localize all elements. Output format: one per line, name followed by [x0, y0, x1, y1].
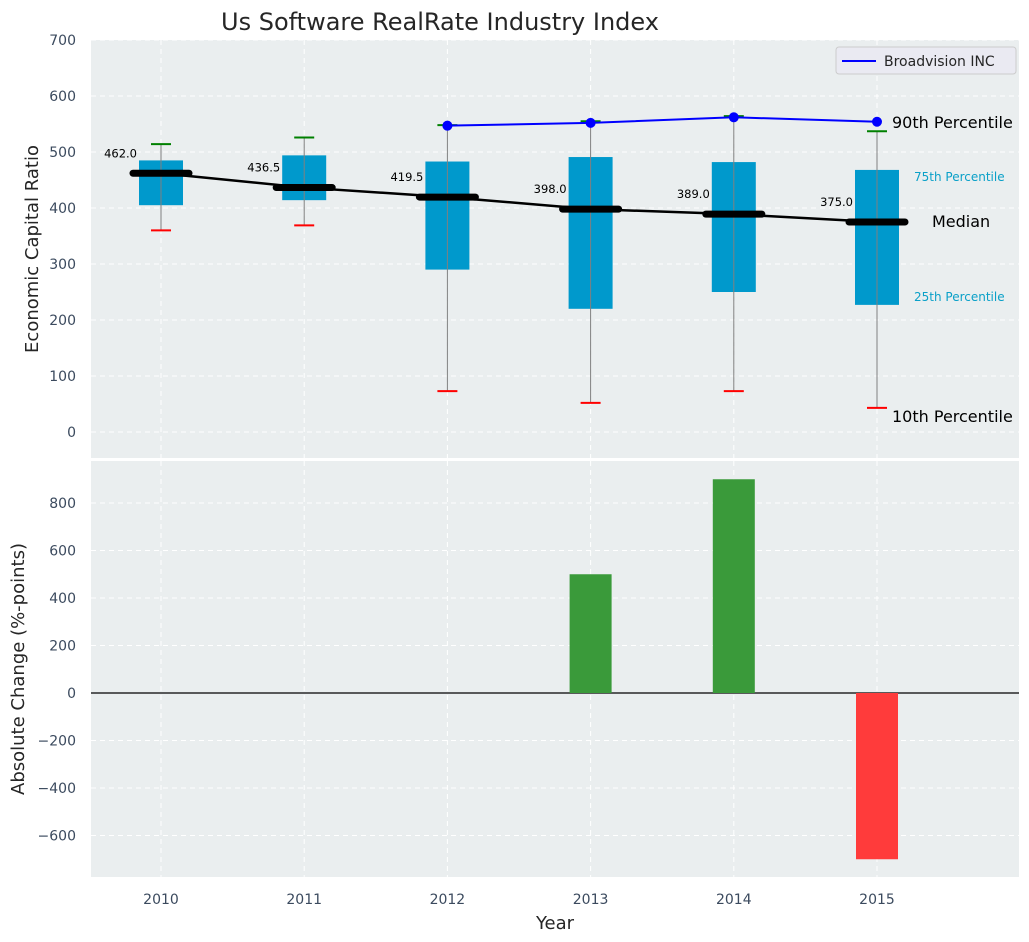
box-2013 — [568, 120, 613, 404]
x-tick-label: 2013 — [573, 892, 609, 908]
broadvision-point — [872, 116, 882, 127]
bottom-y-tick-label: 800 — [49, 496, 76, 512]
x-axis-label: Year — [535, 913, 575, 934]
company-series — [442, 112, 882, 131]
annotation-75th: 75th Percentile — [914, 170, 1005, 184]
median-trend: 462.0 436.5 419.5 398.0 389.0 375.0 — [104, 146, 909, 226]
chart-title: Us Software RealRate Industry Index — [221, 8, 659, 36]
median-value-label: 419.5 — [390, 170, 423, 184]
bottom-y-tick-label: −600 — [38, 829, 76, 845]
legend-box — [835, 46, 1017, 75]
bottom-y-tick-label: −400 — [38, 781, 76, 797]
annotation-90th: 90th Percentile — [892, 113, 1013, 132]
broadvision-line — [447, 116, 878, 127]
broadvision-point — [585, 117, 596, 128]
bottom-y-axis-label: Absolute Change (%-points) — [8, 543, 29, 795]
median-value-label: 389.0 — [677, 187, 710, 201]
x-ticks: 2010 2011 2012 2013 2014 2015 — [143, 892, 895, 908]
top-grid — [91, 39, 1019, 458]
box-2015 — [855, 130, 899, 409]
box-plots — [139, 115, 899, 409]
change-bars — [569, 479, 898, 860]
bottom-y-ticks: −600 −400 −200 0 200 400 600 800 — [38, 496, 76, 845]
change-bar-2015 — [856, 693, 898, 860]
box-2014 — [711, 115, 756, 393]
median-value-label: 436.5 — [247, 161, 280, 175]
median-value-label: 462.0 — [104, 146, 137, 160]
bottom-y-tick-label: −200 — [38, 734, 76, 750]
top-y-tick-label: 0 — [67, 425, 76, 441]
annotation-10th: 10th Percentile — [892, 407, 1013, 426]
x-tick-label: 2011 — [286, 892, 322, 908]
legend-label-broadvision: Broadvision INC — [884, 54, 995, 70]
bottom-y-tick-label: 0 — [67, 686, 76, 702]
median-value-label: 375.0 — [820, 195, 853, 209]
change-bar-2014 — [712, 479, 755, 693]
bottom-y-tick-label: 400 — [49, 591, 76, 607]
top-y-tick-label: 600 — [49, 89, 76, 105]
top-y-ticks: 0 100 200 300 400 500 600 700 — [49, 33, 76, 441]
top-y-tick-label: 400 — [49, 201, 76, 217]
bottom-y-tick-label: 600 — [49, 544, 76, 560]
broadvision-point — [442, 120, 453, 131]
x-tick-label: 2012 — [430, 892, 466, 908]
top-y-tick-label: 700 — [49, 33, 76, 49]
box-2012 — [425, 124, 470, 393]
bottom-y-tick-label: 200 — [49, 639, 76, 655]
x-tick-label: 2014 — [716, 892, 752, 908]
top-y-tick-label: 300 — [49, 257, 76, 273]
top-y-axis-label: Economic Capital Ratio — [22, 145, 43, 353]
annotation-25th: 25th Percentile — [914, 290, 1005, 304]
top-y-tick-label: 100 — [49, 369, 76, 385]
x-tick-label: 2015 — [859, 892, 895, 908]
annotation-median: Median — [932, 212, 990, 231]
broadvision-point — [728, 112, 739, 123]
box-2010 — [139, 143, 183, 232]
box-2011 — [282, 136, 327, 227]
top-y-tick-label: 500 — [49, 145, 76, 161]
change-bar-2013 — [569, 574, 612, 693]
legend: Broadvision INC — [835, 46, 1017, 75]
x-tick-label: 2010 — [143, 892, 179, 908]
median-value-label: 398.0 — [534, 182, 567, 196]
top-y-tick-label: 200 — [49, 313, 76, 329]
bottom-grid — [91, 461, 1019, 877]
